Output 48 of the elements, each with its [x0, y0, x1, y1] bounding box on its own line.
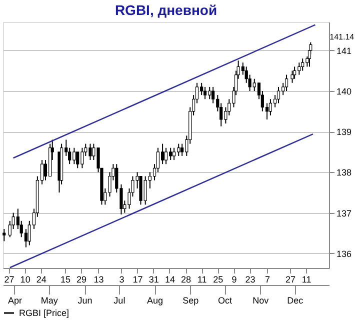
annotation: 141.14 [330, 32, 355, 42]
x-tick-label: 3 [119, 274, 124, 284]
y-tick-label: 138 [336, 168, 352, 178]
x2-tick-label: Oct [218, 296, 233, 306]
candlestick [180, 143, 184, 156]
y-tick-label: 141 [336, 46, 352, 56]
candlestick [172, 147, 176, 161]
candlestick [203, 86, 207, 100]
candlestick [284, 74, 288, 92]
y-tick-label: 140 [336, 86, 352, 97]
x2-tick-label: May [40, 296, 58, 306]
x-tick-label: 11 [302, 274, 312, 284]
x2-tick-label: Aug [147, 296, 164, 306]
x2-tick-label: Apr [8, 296, 22, 306]
x-tick-label: 23 [245, 274, 256, 284]
y-tick-label: 137 [336, 208, 352, 218]
y-tick-label: 136 [336, 248, 352, 259]
x-tick-label: 14 [164, 274, 175, 284]
candlestick [24, 228, 28, 248]
x-tick-label: 25 [213, 274, 224, 284]
candlestick [293, 66, 296, 80]
x-tick-label: 28 [181, 274, 192, 284]
y-tick-label: 139 [336, 127, 352, 138]
x2-tick-label: Sep [182, 296, 199, 306]
x-tick-label: 17 [132, 274, 143, 284]
x-tick-label: 7 [265, 274, 270, 284]
x2-tick-label: Jul [114, 296, 126, 306]
candlestick [268, 98, 272, 116]
chart-title: RGBI, дневной [114, 2, 218, 18]
candlestick [2, 228, 6, 242]
x-tick-label: 29 [76, 274, 87, 284]
x-tick-label: 27 [285, 274, 296, 284]
x-tick-label: 24 [36, 274, 46, 284]
legend-label: RGBI [Price] [19, 308, 70, 318]
candlestick [290, 70, 294, 84]
candlestick [276, 86, 280, 104]
x2-tick-label: Dec [287, 296, 304, 306]
x-tick-label: 11 [197, 274, 207, 284]
x2-tick-label: Nov [252, 296, 270, 306]
x-tick-label: 9 [232, 274, 237, 284]
x2-tick-label: Jun [78, 296, 92, 306]
x-tick-label: 27 [4, 274, 14, 284]
x-tick-label: 15 [60, 274, 70, 284]
x-tick-label: 13 [94, 274, 104, 284]
candlestick [212, 86, 215, 104]
candlestick [164, 147, 168, 165]
x-tick-label: 31 [148, 274, 159, 284]
x-tick-label: 10 [20, 274, 30, 284]
